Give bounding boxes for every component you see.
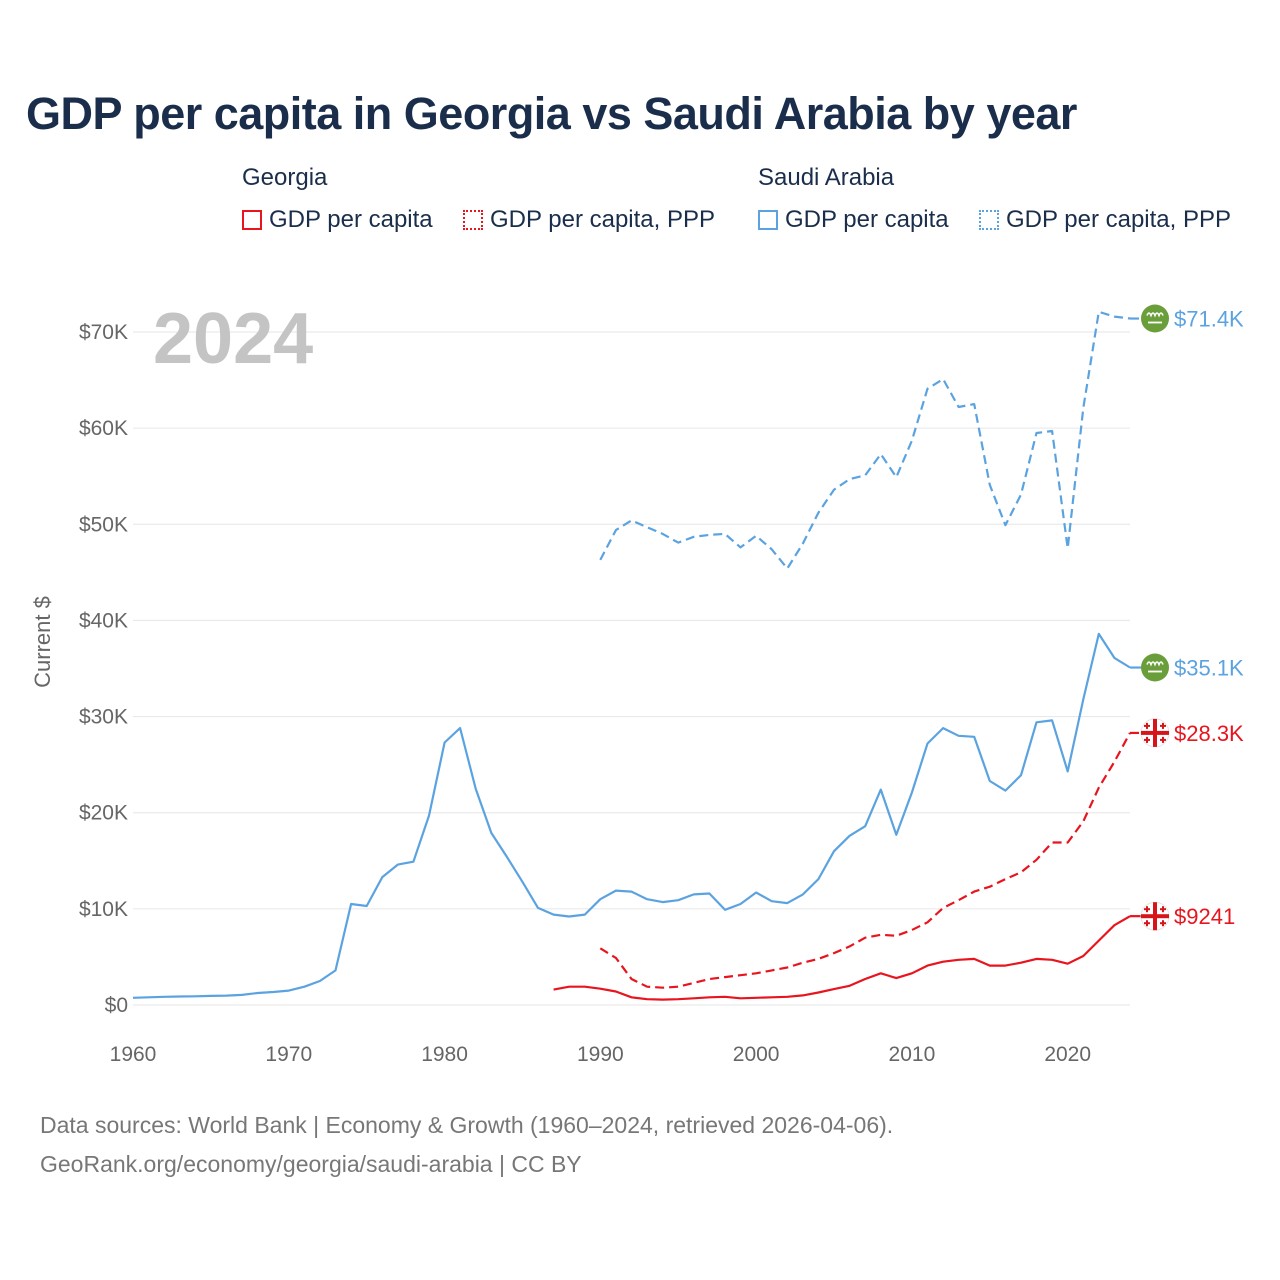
legend-group-title: Saudi Arabia — [758, 164, 895, 191]
y-tick-label: $40K — [79, 609, 128, 632]
legend-item-georgia-ppp[interactable]: GDP per capita, PPP — [463, 206, 715, 234]
saudi-arabia-flag-icon — [1140, 652, 1170, 683]
legend-group-georgia: Georgia GDP per capita GDP per capita, P… — [242, 164, 742, 244]
data-source-note: Data sources: World Bank | Economy & Gro… — [40, 1112, 894, 1138]
x-tick-label: 2000 — [733, 1043, 780, 1066]
series-line-ge-ppp — [599, 732, 1131, 989]
x-axis: 1960 1970 1980 1990 2000 2010 2020 — [110, 1043, 1091, 1066]
georgia-flag-icon — [1140, 901, 1170, 931]
solid-swatch-icon — [758, 210, 778, 230]
y-tick-label: $50K — [79, 513, 128, 536]
x-tick-label: 1960 — [110, 1043, 157, 1066]
x-tick-label: 2020 — [1044, 1043, 1091, 1066]
y-tick-label: $30K — [79, 706, 128, 729]
y-axis: $0 $10K $20K $30K $40K $50K $60K $70K — [79, 321, 128, 1017]
x-tick-label: 1970 — [265, 1043, 312, 1066]
series-line-sa-gdp — [132, 632, 1131, 999]
end-value-label: $71.4K — [1174, 307, 1244, 332]
georgia-flag-icon — [1140, 718, 1170, 748]
series-line-sa-ppp — [599, 310, 1131, 570]
end-value-label: $35.1K — [1174, 656, 1244, 681]
page-title: GDP per capita in Georgia vs Saudi Arabi… — [26, 88, 1077, 139]
legend-item-label: GDP per capita — [785, 206, 949, 233]
dotted-swatch-icon — [979, 210, 999, 230]
series-lines — [132, 310, 1131, 1001]
year-label: 2024 — [153, 299, 313, 379]
legend-item-label: GDP per capita, PPP — [1006, 206, 1231, 233]
y-tick-label: $70K — [79, 321, 128, 344]
y-axis-title: Current $ — [30, 596, 55, 688]
y-tick-label: $0 — [105, 994, 128, 1017]
y-tick-label: $10K — [79, 898, 128, 921]
x-tick-label: 1990 — [577, 1043, 624, 1066]
series-line-ge-gdp — [553, 915, 1131, 1001]
end-value-label: $28.3K — [1174, 721, 1244, 746]
legend-item-georgia-gdp[interactable]: GDP per capita — [242, 206, 433, 234]
legend-item-label: GDP per capita, PPP — [490, 206, 715, 233]
attribution-link[interactable]: GeoRank.org/economy/georgia/saudi-arabia… — [40, 1151, 582, 1177]
grid — [133, 331, 1130, 1006]
y-tick-label: $60K — [79, 417, 128, 440]
solid-swatch-icon — [242, 210, 262, 230]
x-tick-label: 1980 — [421, 1043, 468, 1066]
footer: Data sources: World Bank | Economy & Gro… — [40, 1106, 893, 1184]
end-labels: $71.4K $35.1K $28.3K $9241 — [1130, 303, 1244, 931]
x-tick-label: 2010 — [889, 1043, 936, 1066]
legend-item-saudi-arabia-gdp[interactable]: GDP per capita — [758, 206, 949, 234]
legend-item-label: GDP per capita — [269, 206, 433, 233]
legend-item-saudi-arabia-ppp[interactable]: GDP per capita, PPP — [979, 206, 1231, 234]
legend-group-saudi-arabia: Saudi Arabia GDP per capita GDP per capi… — [758, 164, 1258, 244]
end-value-label: $9241 — [1174, 904, 1235, 929]
legend-group-title: Georgia — [242, 164, 328, 191]
line-chart: 1960 1970 1980 1990 2000 2010 2020 $0$10K$20K$… — [30, 299, 1244, 1066]
y-tick-label: $20K — [79, 802, 128, 825]
dotted-swatch-icon — [463, 210, 483, 230]
saudi-arabia-flag-icon — [1140, 303, 1170, 334]
